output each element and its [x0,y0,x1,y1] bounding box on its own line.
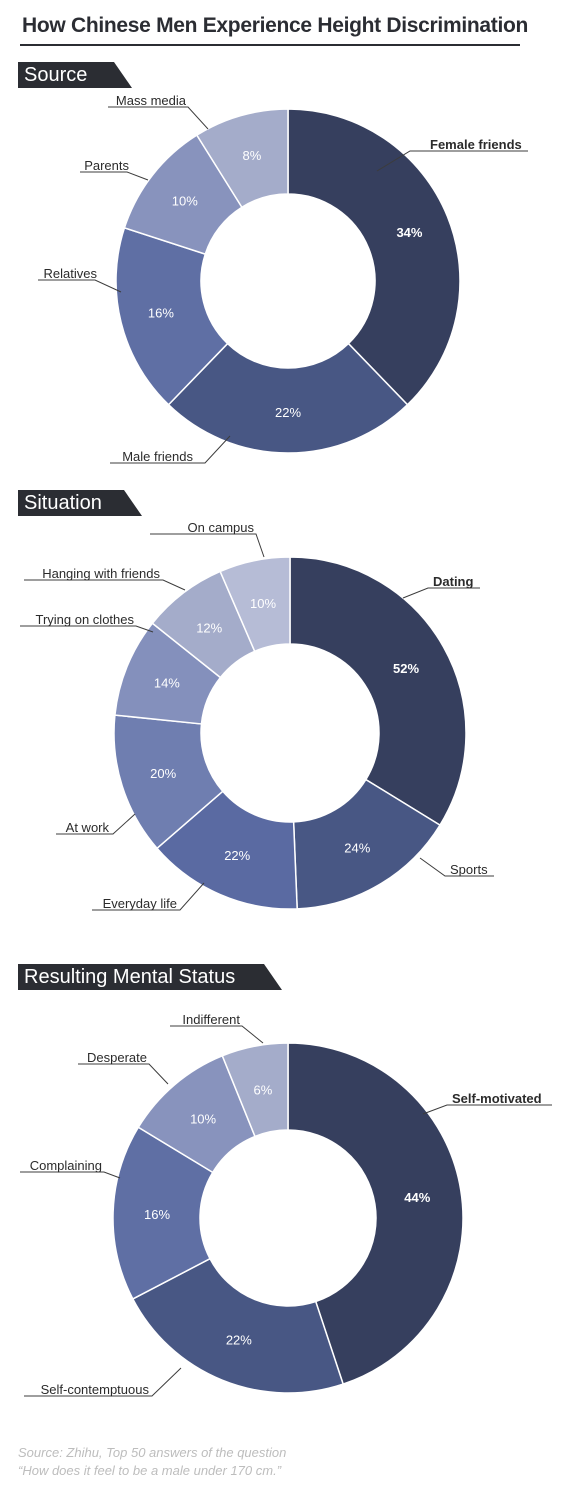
value-label-male-friends: 22% [275,405,301,420]
value-label-sports: 24% [344,841,370,856]
donut-chart-situation: 52% 24% 22% 20% 14% 12% 10% Dating Sports Everyda… [20,520,494,911]
slice-mass-media [195,108,289,209]
leader-line-trying-on-clothes [20,625,154,633]
category-label-desperate: Desperate [87,1050,147,1065]
leader-line-self-contemptuous [24,1367,182,1397]
value-label-mass-media: 8% [242,148,261,163]
category-label-male-friends: Male friends [122,449,193,464]
category-label-mass-media: Mass media [116,93,187,108]
leader-line-female-friends [376,150,528,172]
category-label-relatives: Relatives [44,266,98,281]
leader-line-on-campus [150,533,265,558]
source-note: Source: Zhihu, Top 50 answers of the que… [18,1444,286,1480]
category-label-female-friends: Female friends [430,137,522,152]
slice-self-motivated [287,1042,464,1386]
category-label-sports: Sports [450,862,488,877]
leader-line-at-work [56,813,136,835]
category-label-everyday-life: Everyday life [103,896,177,911]
source-note-line1: Source: Zhihu, Top 50 answers of the que… [18,1445,287,1460]
category-label-hanging-with-friends: Hanging with friends [42,566,160,581]
category-label-dating: Dating [433,574,474,589]
leader-line-sports [419,857,494,877]
source-note-line2: “How does it feel to be a male under 170… [18,1463,282,1478]
value-label-everyday-life: 22% [224,848,250,863]
donut-chart-source: 34% 22% 16% 10% 8% Female friends Male friends… [38,93,528,464]
value-label-indifferent: 6% [254,1082,273,1097]
category-label-trying-on-clothes: Trying on clothes [35,612,134,627]
leader-line-hanging-with-friends [24,579,186,591]
leader-line-parents [80,171,149,181]
section-title-mental-status: Resulting Mental Status [18,964,282,990]
chart-title: How Chinese Men Experience Height Discri… [22,14,529,37]
category-label-on-campus: On campus [188,520,255,535]
leader-line-desperate [78,1063,169,1085]
section-title-situation: Situation [18,490,142,516]
slice-dating [289,556,467,827]
value-label-parents: 10% [172,193,198,208]
value-label-self-motivated: 44% [404,1190,430,1205]
category-label-indifferent: Indifferent [182,1012,240,1027]
leader-line-complaining [20,1171,121,1179]
leader-line-male-friends [110,435,231,464]
title-underline [20,44,520,46]
slice-relatives [115,226,229,406]
leader-line-mass-media [108,106,209,130]
slice-female-friends [287,108,461,406]
slice-male-friends [167,342,409,454]
value-label-at-work: 20% [150,766,176,781]
category-label-at-work: At work [66,820,110,835]
slice-complaining [112,1126,214,1300]
slice-indifferent [221,1042,289,1138]
leader-line-everyday-life [92,882,205,911]
category-label-self-contemptuous: Self-contemptuous [41,1382,150,1397]
leader-line-dating [402,587,480,599]
donut-chart-resulting-mental-status: 44% 22% 16% 10% 6% Self-motivated Self-contemp… [20,1012,552,1397]
value-label-relatives: 16% [148,306,174,321]
value-label-self-contemptuous: 22% [226,1332,252,1347]
value-label-trying-on-clothes: 14% [154,676,180,691]
category-label-complaining: Complaining [30,1158,102,1173]
leader-line-indifferent [170,1025,264,1044]
section-title-source: Source [18,62,132,88]
value-label-desperate: 10% [190,1111,216,1126]
slice-self-contemptuous [131,1257,345,1394]
value-label-hanging-with-friends: 12% [196,620,222,635]
value-label-complaining: 16% [144,1207,170,1222]
value-label-on-campus: 10% [250,596,276,611]
slice-on-campus [219,556,291,653]
category-label-self-motivated: Self-motivated [452,1091,542,1106]
leader-line-self-motivated [422,1104,552,1115]
category-label-parents: Parents [84,158,129,173]
value-label-dating: 52% [393,661,419,676]
value-label-female-friends: 34% [396,225,422,240]
leader-line-relatives [38,279,122,293]
